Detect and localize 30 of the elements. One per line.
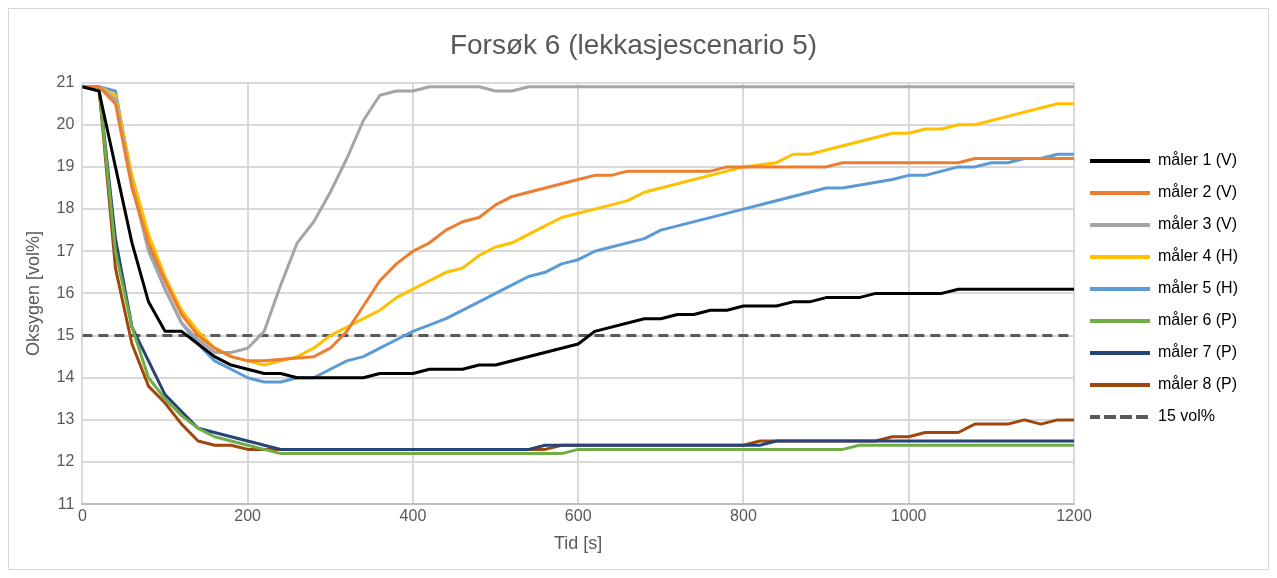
chart-title: Forsøk 6 (lekkasjescenario 5) bbox=[449, 28, 818, 60]
legend-label: måler 8 (P) bbox=[1157, 375, 1238, 393]
y-tick-label: 18 bbox=[56, 199, 75, 217]
legend-label: 15 vol% bbox=[1157, 407, 1215, 425]
y-axis-title: Oksygen [vol%] bbox=[22, 230, 43, 356]
legend-label: måler 1 (V) bbox=[1157, 151, 1238, 169]
y-tick-label: 19 bbox=[56, 157, 75, 175]
legend-label: måler 2 (V) bbox=[1157, 183, 1238, 201]
x-tick-label: 800 bbox=[730, 507, 757, 525]
legend-label: måler 7 (P) bbox=[1157, 343, 1238, 361]
x-tick-label: 1200 bbox=[1056, 507, 1092, 525]
legend-label: måler 3 (V) bbox=[1157, 215, 1238, 233]
legend-label: måler 5 (H) bbox=[1157, 279, 1239, 297]
x-axis-title: Tid [s] bbox=[554, 533, 603, 554]
x-tick-label: 600 bbox=[564, 507, 592, 525]
y-tick-label: 13 bbox=[56, 410, 75, 428]
y-tick-label: 17 bbox=[56, 241, 75, 259]
y-tick-label: 14 bbox=[56, 368, 75, 386]
x-tick-label: 200 bbox=[234, 507, 262, 525]
legend-label: måler 4 (H) bbox=[1157, 247, 1239, 265]
y-tick-label: 12 bbox=[56, 452, 75, 470]
y-tick-label: 20 bbox=[56, 115, 75, 133]
x-tick-label: 1000 bbox=[890, 507, 927, 525]
x-tick-label: 400 bbox=[399, 507, 427, 525]
legend-label: måler 6 (P) bbox=[1157, 311, 1238, 329]
y-tick-label: 21 bbox=[56, 73, 75, 91]
y-tick-label: 16 bbox=[56, 283, 75, 301]
y-tick-label: 11 bbox=[57, 494, 75, 512]
x-tick-label: 0 bbox=[77, 507, 87, 525]
y-tick-label: 15 bbox=[56, 325, 75, 343]
